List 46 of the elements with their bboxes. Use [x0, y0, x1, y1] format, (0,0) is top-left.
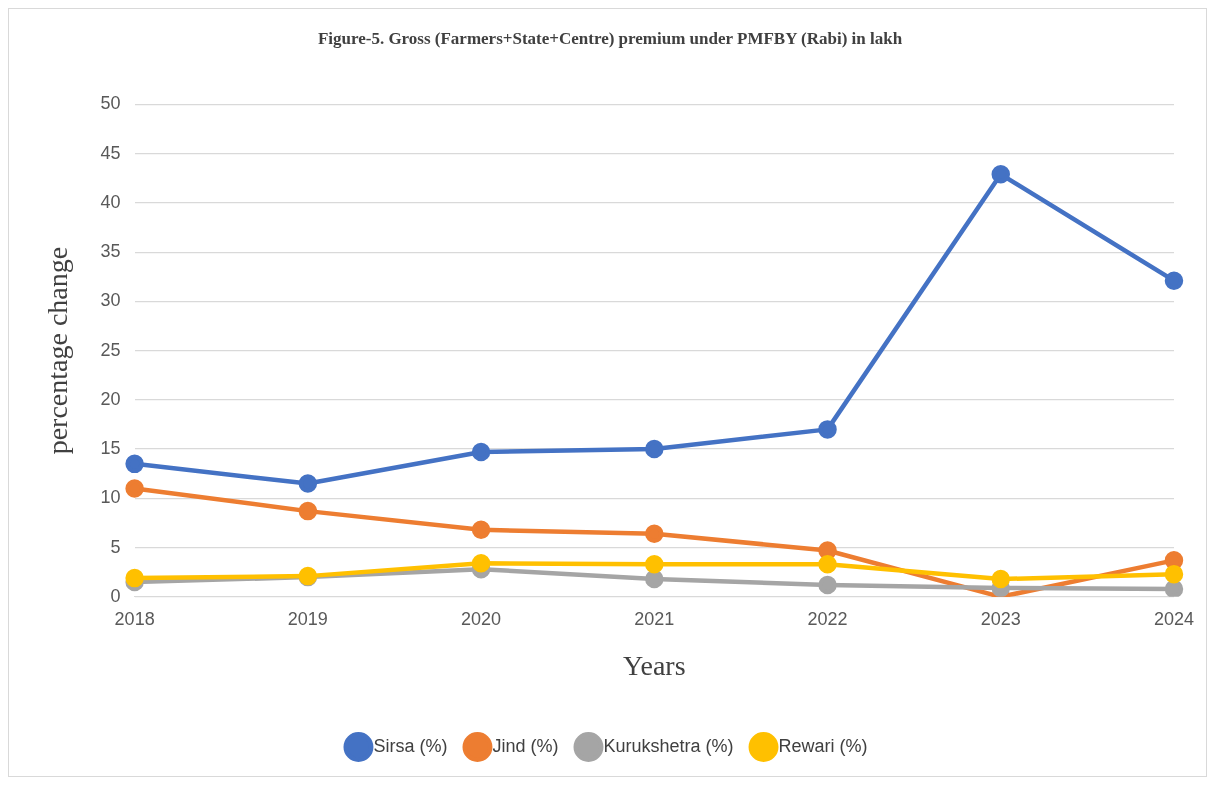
point [298, 474, 318, 493]
chart-title: Figure-5. Gross (Farmers+State+Centre) premium under PMFBY (Rabi) in lakh [317, 28, 903, 48]
y-tick-label: 50 [100, 93, 121, 114]
x-tick-label: 2023 [980, 608, 1021, 629]
y-tick-label: 15 [100, 438, 121, 459]
point [991, 165, 1010, 184]
point [1164, 579, 1184, 597]
point [471, 554, 491, 573]
point [991, 569, 1010, 589]
y-tick-label: 35 [100, 241, 121, 262]
point [298, 501, 318, 521]
y-axis-title: percentage change [42, 246, 74, 455]
x-tick-label: 2020 [461, 608, 502, 629]
point [125, 454, 144, 474]
legend-label: Sirsa (%) [373, 735, 448, 756]
point [818, 420, 837, 439]
point [645, 524, 664, 544]
legend-label: Kurukshetra (%) [603, 735, 734, 756]
x-tick-label: 2018 [114, 608, 155, 629]
point [125, 568, 144, 588]
y-tick-label: 30 [100, 290, 121, 311]
legend-label: Rewari (%) [778, 735, 868, 756]
y-tick-label: 45 [100, 142, 121, 163]
point [471, 442, 491, 462]
y-tick-label: 0 [110, 585, 121, 606]
y-tick-label: 10 [100, 487, 121, 508]
y-tick-label: 20 [100, 388, 121, 409]
point [1164, 564, 1184, 584]
x-tick-label: 2022 [807, 608, 848, 629]
point [818, 555, 837, 574]
point [1164, 271, 1184, 290]
y-tick-label: 5 [110, 536, 121, 557]
x-tick-label: 2019 [287, 608, 328, 629]
point [818, 575, 837, 595]
x-tick-label: 2021 [634, 608, 675, 629]
y-tick-label: 25 [100, 339, 121, 360]
point [645, 555, 664, 574]
point [645, 569, 664, 589]
x-tick-label: 2024 [1153, 608, 1194, 629]
y-tick-label: 40 [100, 191, 121, 212]
point [471, 520, 491, 540]
point [1164, 551, 1184, 570]
x-axis-title: Years [623, 649, 686, 681]
point [125, 479, 144, 498]
legend-label: Jind (%) [492, 735, 559, 756]
point [645, 439, 664, 459]
